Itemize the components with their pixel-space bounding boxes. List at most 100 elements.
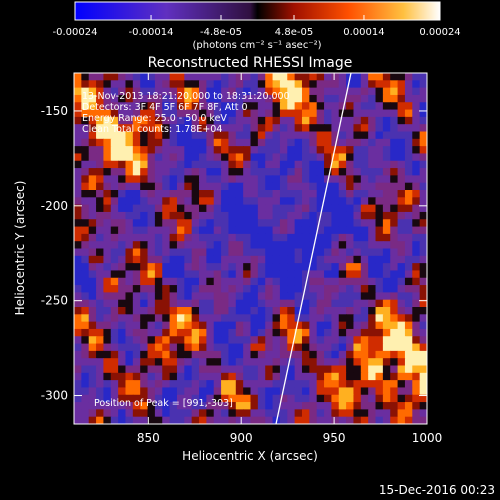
heatmap-cell (368, 307, 377, 315)
x-tick-label: 900 (230, 431, 253, 445)
heatmap-cell (206, 146, 215, 155)
heatmap-cell (132, 387, 141, 396)
heatmap-cell (404, 387, 413, 396)
heatmap-cell (169, 350, 178, 359)
heatmap-cell (316, 109, 325, 118)
heatmap-cell (397, 307, 406, 315)
heatmap-cell (368, 321, 377, 330)
heatmap-cell (132, 160, 141, 169)
heatmap-cell (243, 409, 252, 418)
heatmap-cell (147, 94, 156, 103)
heatmap-cell (412, 328, 421, 337)
heatmap-cell (279, 87, 288, 96)
heatmap-cell (110, 263, 119, 272)
heatmap-cell (235, 204, 244, 213)
heatmap-cell (309, 160, 318, 169)
heatmap-cell (324, 146, 332, 155)
heatmap-cell (221, 138, 230, 147)
heatmap-cell (412, 292, 421, 301)
heatmap-cell (132, 409, 141, 418)
heatmap-cell (191, 307, 200, 315)
heatmap-cell (228, 109, 237, 118)
heatmap-cell (118, 219, 127, 228)
heatmap-cell (404, 219, 413, 228)
heatmap-cell (287, 146, 296, 155)
heatmap-cell (169, 416, 178, 424)
heatmap-cell (213, 175, 222, 184)
heatmap-cell (228, 160, 237, 169)
heatmap-cell (324, 87, 332, 96)
heatmap-cell (191, 248, 200, 257)
heatmap-cell (419, 73, 427, 81)
heatmap-cell (412, 233, 421, 242)
heatmap-cell (309, 358, 318, 367)
heatmap-cell (360, 94, 369, 103)
heatmap-cell (390, 336, 399, 345)
heatmap-cell (301, 204, 310, 213)
heatmap-cell (103, 387, 112, 396)
heatmap-cell (206, 277, 215, 286)
heatmap-cell (279, 336, 288, 345)
heatmap-cell (176, 270, 185, 279)
heatmap-cell (191, 292, 200, 301)
heatmap-cell (316, 80, 325, 89)
heatmap-cell (110, 321, 119, 330)
heatmap-cell (118, 182, 127, 191)
heatmap-cell (353, 94, 362, 103)
heatmap-cell (81, 358, 90, 367)
heatmap-cell (287, 87, 296, 96)
heatmap-cell (103, 241, 112, 250)
heatmap-cell (353, 387, 362, 396)
heatmap-cell (412, 394, 421, 403)
heatmap-cell (324, 409, 332, 418)
colorbar-units: (photons cm⁻² s⁻¹ asec⁻²) (192, 40, 321, 51)
heatmap-cell (316, 387, 325, 396)
heatmap-cell (287, 204, 296, 213)
heatmap-cell (74, 190, 82, 198)
heatmap-cell (213, 233, 222, 242)
heatmap-cell (147, 168, 156, 176)
heatmap-cell (324, 255, 332, 264)
heatmap-cell (110, 175, 119, 184)
heatmap-cell (235, 219, 244, 228)
heatmap-cell (191, 285, 200, 293)
heatmap-cell (154, 328, 163, 337)
colorbar-tick-label: 0.00024 (419, 27, 460, 38)
heatmap-cell (309, 109, 318, 118)
heatmap-cell (279, 219, 288, 228)
heatmap-cell (140, 321, 149, 330)
heatmap-cell (301, 87, 310, 96)
heatmap-cell (412, 350, 421, 359)
heatmap-cell (147, 328, 156, 337)
heatmap-cell (243, 387, 252, 396)
heatmap-cell (301, 197, 310, 206)
heatmap-cell (169, 233, 178, 242)
heatmap-cell (103, 204, 112, 213)
heatmap-cell (360, 328, 369, 337)
heatmap-cell (360, 102, 369, 111)
heatmap-cell (132, 255, 141, 264)
heatmap-cell (176, 241, 185, 250)
heatmap-cell (184, 321, 193, 330)
heatmap-cell (338, 204, 347, 213)
heatmap-cell (331, 336, 340, 345)
heatmap-cell (279, 153, 288, 162)
heatmap-cell (360, 211, 369, 220)
heatmap-cell (162, 219, 171, 228)
heatmap-cell (110, 197, 119, 206)
heatmap-cell (81, 146, 90, 155)
heatmap-cell (169, 387, 178, 396)
heatmap-cell (228, 241, 237, 250)
peak-annotation: Position of Peak = [991,-303] (94, 398, 233, 409)
heatmap-cell (81, 328, 90, 337)
heatmap-cell (316, 168, 325, 176)
heatmap-cell (353, 175, 362, 184)
heatmap-cell (390, 307, 399, 315)
heatmap-cell (184, 197, 193, 206)
heatmap-cell (132, 402, 141, 410)
heatmap-cell (375, 299, 384, 308)
heatmap-cell (360, 277, 369, 286)
heatmap-cell (199, 321, 207, 330)
heatmap-cell (346, 219, 355, 228)
heatmap-cell (360, 80, 369, 89)
